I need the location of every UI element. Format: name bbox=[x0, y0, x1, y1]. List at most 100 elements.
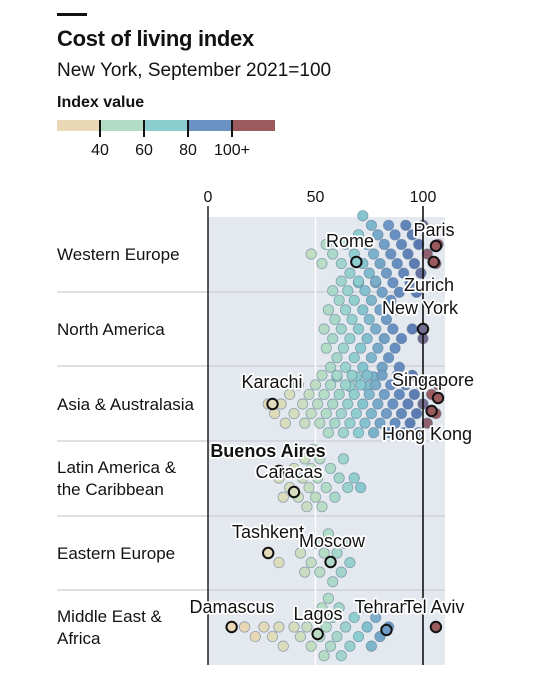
data-point bbox=[277, 640, 289, 652]
data-point bbox=[320, 621, 332, 633]
data-point bbox=[312, 398, 324, 410]
data-point bbox=[337, 427, 350, 439]
data-point bbox=[318, 547, 330, 559]
data-point bbox=[346, 369, 358, 381]
data-point bbox=[348, 352, 360, 364]
data-point bbox=[258, 621, 270, 633]
city-label-halo: Tashkent bbox=[232, 522, 304, 542]
data-point bbox=[363, 388, 375, 401]
data-point bbox=[382, 219, 395, 231]
data-point bbox=[301, 501, 313, 513]
city-label-halo: Buenos Aires bbox=[210, 441, 325, 461]
x-tick-label: 0 bbox=[204, 189, 213, 206]
data-point bbox=[327, 285, 339, 297]
data-point bbox=[389, 342, 401, 354]
highlighted-point bbox=[350, 255, 363, 269]
legend-tick bbox=[99, 120, 101, 137]
data-point bbox=[365, 352, 377, 364]
highlighted-point bbox=[429, 239, 443, 253]
data-point bbox=[365, 640, 377, 652]
data-point bbox=[342, 285, 354, 297]
data-point bbox=[387, 398, 399, 410]
data-point bbox=[318, 650, 330, 662]
legend-title: Index value bbox=[57, 94, 145, 111]
data-point bbox=[348, 611, 360, 624]
highlighted-point bbox=[416, 322, 430, 336]
data-point bbox=[299, 566, 311, 578]
city-label-halo: Tel Aviv bbox=[404, 597, 465, 617]
data-point bbox=[408, 388, 420, 401]
data-point bbox=[299, 453, 311, 465]
data-point bbox=[320, 407, 332, 420]
data-point bbox=[249, 630, 261, 643]
data-point bbox=[279, 417, 291, 429]
data-point bbox=[284, 388, 296, 401]
data-point bbox=[370, 379, 382, 391]
data-point bbox=[344, 267, 356, 279]
data-point bbox=[324, 462, 337, 475]
data-point bbox=[393, 286, 405, 298]
data-point bbox=[331, 630, 343, 643]
data-point bbox=[389, 417, 401, 429]
data-point bbox=[316, 257, 328, 270]
data-point bbox=[318, 323, 330, 335]
highlighted-point bbox=[427, 255, 440, 269]
data-point bbox=[378, 238, 390, 251]
category-label: Western Europe bbox=[57, 245, 180, 264]
header-rule bbox=[57, 13, 87, 16]
highlighted-point bbox=[311, 627, 324, 641]
data-point bbox=[361, 369, 373, 381]
data-point bbox=[389, 229, 401, 241]
legend-color-bar bbox=[57, 120, 275, 131]
data-point bbox=[404, 277, 416, 289]
city-label-halo: Tehran bbox=[354, 597, 409, 617]
data-point bbox=[339, 621, 352, 633]
legend-label: 60 bbox=[135, 142, 153, 159]
data-point bbox=[387, 277, 399, 289]
data-point bbox=[357, 304, 369, 316]
data-point bbox=[421, 417, 433, 429]
data-point bbox=[238, 621, 251, 633]
data-point bbox=[299, 417, 311, 429]
data-point bbox=[357, 210, 369, 222]
data-point bbox=[307, 443, 319, 455]
data-point bbox=[305, 556, 317, 569]
data-point bbox=[327, 248, 339, 260]
city-label: Singapore bbox=[392, 370, 474, 390]
city-label-halo: Lagos bbox=[293, 604, 342, 624]
data-point bbox=[398, 427, 410, 439]
data-point bbox=[337, 453, 350, 465]
highlighted-point bbox=[324, 555, 337, 569]
data-point bbox=[335, 257, 347, 270]
data-point bbox=[385, 294, 397, 306]
data-point bbox=[410, 286, 423, 298]
city-label-halo: Moscow bbox=[299, 531, 366, 551]
data-point bbox=[320, 342, 332, 354]
city-label-halo: Caracas bbox=[255, 462, 322, 482]
data-point bbox=[320, 238, 332, 251]
x-tick-label: 100 bbox=[410, 189, 437, 206]
legend-segment bbox=[57, 120, 100, 131]
data-point bbox=[376, 286, 388, 298]
highlighted-point bbox=[287, 485, 301, 499]
data-point bbox=[378, 388, 390, 401]
legend-segment bbox=[188, 120, 232, 131]
city-label: Tashkent bbox=[232, 522, 304, 542]
data-point bbox=[378, 332, 390, 345]
data-point bbox=[359, 285, 371, 297]
data-point bbox=[266, 630, 279, 643]
city-label: Paris bbox=[413, 220, 454, 240]
data-point bbox=[303, 481, 315, 494]
data-point bbox=[296, 472, 309, 484]
data-point bbox=[352, 427, 365, 439]
data-point bbox=[376, 369, 388, 381]
data-point bbox=[333, 388, 345, 401]
data-point bbox=[327, 611, 339, 624]
data-point bbox=[322, 528, 334, 540]
data-point bbox=[309, 491, 322, 503]
data-point bbox=[402, 248, 414, 260]
data-point bbox=[333, 472, 345, 484]
data-point bbox=[395, 238, 408, 251]
data-point bbox=[346, 313, 358, 326]
city-label-halo: Damascus bbox=[189, 597, 274, 617]
